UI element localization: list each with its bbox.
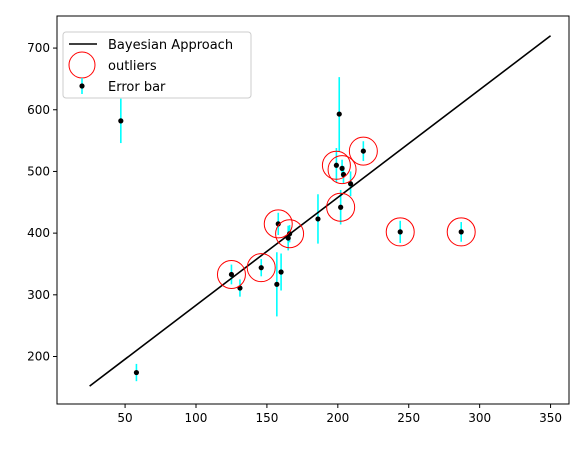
outlier-marker bbox=[216, 259, 246, 289]
data-point bbox=[338, 204, 344, 210]
x-tick-label: 100 bbox=[185, 411, 208, 425]
plot-frame bbox=[56, 15, 570, 405]
chart-marks bbox=[89, 35, 552, 387]
x-tick-label: 350 bbox=[539, 411, 562, 425]
legend-label: outliers bbox=[108, 59, 157, 74]
outlier-marker bbox=[326, 192, 356, 222]
x-tick-label: 150 bbox=[255, 411, 278, 425]
outlier-marker bbox=[263, 209, 293, 239]
data-point bbox=[397, 229, 403, 235]
data-point bbox=[278, 269, 284, 275]
data-point bbox=[340, 171, 347, 178]
data-point bbox=[315, 216, 321, 222]
fit-line bbox=[89, 35, 552, 387]
outlier-marker bbox=[446, 217, 476, 247]
data-point bbox=[118, 118, 124, 124]
y-tick-label: 500 bbox=[27, 164, 50, 178]
data-point bbox=[285, 235, 291, 241]
data-point bbox=[133, 369, 140, 376]
data-point bbox=[339, 165, 345, 171]
legend-box bbox=[62, 31, 252, 99]
outlier-marker bbox=[385, 217, 415, 247]
legend: Bayesian Approach outliers Error bar bbox=[62, 31, 252, 99]
data-point bbox=[228, 271, 235, 278]
outlier-marker bbox=[348, 136, 378, 166]
data-point bbox=[360, 148, 366, 154]
data-point bbox=[274, 281, 280, 287]
data-point bbox=[458, 229, 464, 235]
y-tick-label: 600 bbox=[27, 103, 50, 117]
legend-label: Error bar bbox=[108, 80, 166, 95]
data-point bbox=[333, 162, 340, 168]
legend-label: Bayesian Approach bbox=[108, 38, 233, 53]
data-point bbox=[286, 231, 293, 237]
y-tick-label: 200 bbox=[27, 350, 50, 364]
legend-point-swatch bbox=[79, 83, 85, 89]
data-point bbox=[258, 265, 264, 271]
x-tick-label: 300 bbox=[468, 411, 491, 425]
data-point bbox=[347, 181, 354, 187]
axes: 50 100 150 200 250 300 350 200 300 400 500 600 700 bbox=[27, 15, 570, 425]
outlier-marker bbox=[275, 219, 305, 249]
y-tick-label: 300 bbox=[27, 288, 50, 302]
y-tick-label: 400 bbox=[27, 226, 50, 240]
outlier-marker bbox=[321, 150, 351, 180]
x-tick-label: 200 bbox=[326, 411, 349, 425]
outlier-marker bbox=[246, 253, 276, 283]
x-tick-label: 250 bbox=[397, 411, 420, 425]
y-tick-label: 700 bbox=[27, 41, 50, 55]
outlier-marker bbox=[327, 155, 357, 185]
data-point bbox=[275, 221, 281, 227]
x-tick-label: 50 bbox=[117, 411, 132, 425]
data-point bbox=[336, 111, 342, 117]
